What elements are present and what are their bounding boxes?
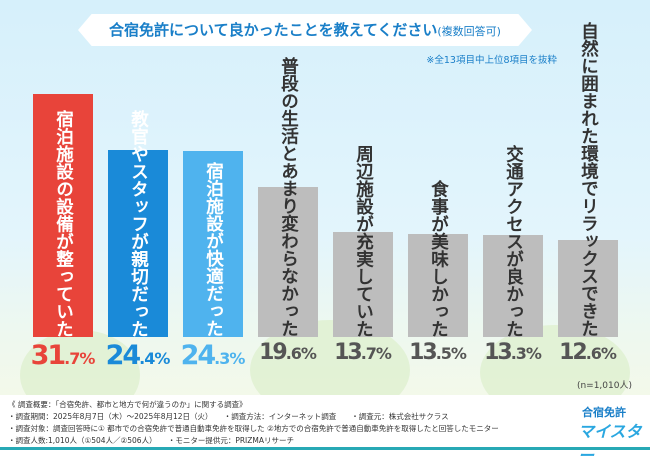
bar	[558, 240, 618, 337]
bar	[333, 231, 393, 337]
value-decimal: .3%	[214, 349, 245, 368]
bar-label-line: 普段の生活と	[278, 57, 299, 162]
value-decimal: .7%	[360, 344, 392, 363]
value-label: 13.5%	[400, 340, 475, 365]
value-integer: 13	[334, 340, 363, 365]
chart-title: 合宿免許について良かったことを教えてください(複数回答可)	[78, 14, 532, 46]
value-label: 31.7%	[25, 340, 100, 371]
bar-label-line: 自然に囲まれた環境で	[578, 22, 599, 197]
bar	[33, 94, 93, 337]
bar-label: 交通アクセスが良かった	[483, 145, 543, 338]
value-integer: 31	[30, 340, 67, 371]
bar-label-line: 交通アクセスが良かった	[503, 144, 524, 338]
value-integer: 24	[180, 340, 217, 371]
bar-label-line: 周辺施設が充実していた	[353, 144, 374, 338]
bar-label: 周辺施設が充実していた	[333, 145, 393, 338]
chart-title-suffix: (複数回答可)	[437, 25, 501, 38]
logo: マイスター	[578, 422, 642, 465]
value-integer: 19	[259, 340, 288, 365]
title-banner	[78, 14, 532, 46]
bar-label: 自然に囲まれた環境で リラックスできた	[558, 22, 618, 337]
value-decimal: .6%	[285, 344, 317, 363]
value-integer: 13	[484, 340, 513, 365]
bar-label: 普段の生活と あまり変わらなかった	[258, 57, 318, 337]
value-decimal: .4%	[139, 349, 170, 368]
bar-label: 宿泊施設の設備が整っていた	[33, 110, 93, 338]
bar-label-line: 宿泊施設が快適だった	[203, 162, 224, 337]
bar	[108, 149, 168, 337]
value-label: 24.3%	[175, 340, 250, 371]
bar-label-line: 食事が美味しかった	[428, 179, 449, 338]
value-label: 13.7%	[325, 340, 400, 365]
bar	[183, 150, 243, 337]
bar-label: 宿泊施設が快適だった	[183, 162, 243, 337]
value-integer: 12	[559, 340, 588, 365]
value-label: 13.3%	[475, 340, 550, 365]
value-label: 19.6%	[250, 340, 325, 365]
bar	[483, 235, 543, 337]
value-integer: 24	[105, 340, 142, 371]
value-decimal: .5%	[435, 344, 467, 363]
value-label: 24.4%	[100, 340, 175, 371]
chart-subtitle: ※全13項目中上位8項目を抜粋	[426, 55, 557, 66]
bar-label-line: あまり変わらなかった	[278, 162, 299, 337]
value-label: 12.6%	[550, 340, 625, 365]
logo: 合宿免許	[582, 406, 626, 419]
bar-label-line: 教官やスタッフが親切だった	[128, 109, 149, 338]
bar-label: 教官やスタッフが親切だった	[108, 110, 168, 338]
bar-label-line: 宿泊施設の設備が整っていた	[53, 109, 74, 338]
bar-label: 食事が美味しかった	[408, 180, 468, 338]
bar	[258, 186, 318, 337]
value-decimal: .6%	[585, 344, 617, 363]
footer-line: 《 調査概要：「合宿免許、都市と地方で何が違うのか」に関する調査》	[8, 400, 247, 409]
footer-line: ・調査対象：調査回答時に① 都市での合宿免許で普通自動車免許を取得した ②地方で…	[8, 424, 499, 433]
bar-label-line: リラックスできた	[578, 197, 599, 337]
bar	[408, 233, 468, 337]
footer-line: ・調査人数:1,010人（①504人／②506人） ・モニター提供元：PRIZM…	[8, 436, 295, 445]
chart-title-text: 合宿免許について良かったことを教えてください	[109, 21, 438, 39]
value-decimal: .3%	[510, 344, 542, 363]
survey-footer: 《 調査概要：「合宿免許、都市と地方で何が違うのか」に関する調査》 ・調査期間：…	[0, 395, 650, 450]
value-integer: 13	[409, 340, 438, 365]
value-decimal: .7%	[64, 349, 95, 368]
sample-size: (n=1,010人)	[576, 381, 632, 391]
footer-line: ・調査期間：2025年8月7日（木）～2025年8月12日（火） ・調査方法：イ…	[8, 412, 449, 421]
